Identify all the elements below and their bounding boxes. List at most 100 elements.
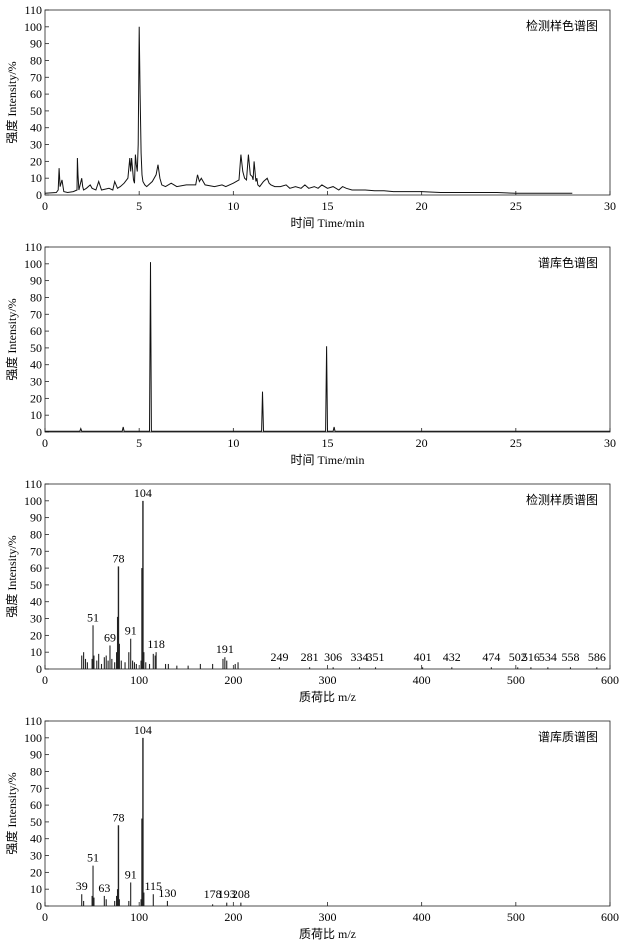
panel-library-mass-spectrum: 0 10 20 30 40 50 60 70 80 90 100 110 0 100 200 300 400 50… — [0, 711, 625, 949]
y-tick-label: 40 — [30, 832, 42, 846]
x-tick-label: 20 — [416, 199, 428, 213]
x-tick-label: 15 — [322, 199, 334, 213]
peak-label: 516 — [522, 650, 540, 664]
y-axis-title: 强度 Intensity/% — [4, 772, 19, 854]
chart-title: 检测样色谱图 — [526, 18, 598, 33]
peak-label: 208 — [232, 887, 250, 901]
y-tick-label: 100 — [24, 20, 42, 34]
y-tick-label: 30 — [30, 138, 42, 152]
y-tick-label: 90 — [30, 511, 42, 525]
y-tick-label: 80 — [30, 764, 42, 778]
panel-sample-chromatogram: 0 10 20 30 40 50 60 70 80 90 100 110 0 5 10 15 20 25 30 时间 … — [0, 0, 625, 237]
y-tick-label: 10 — [30, 171, 42, 185]
peak-label: 474 — [482, 650, 500, 664]
chart-title: 谱库质谱图 — [538, 729, 598, 744]
y-tick-label: 50 — [30, 104, 42, 118]
x-tick-label: 200 — [224, 673, 242, 687]
peak-label: 281 — [301, 650, 319, 664]
chromatogram-trace — [45, 262, 610, 432]
y-tick-label: 50 — [30, 815, 42, 829]
x-axis-title: 时间 Time/min — [291, 453, 365, 467]
peak-label: 502 — [509, 650, 527, 664]
x-tick-label: 5 — [136, 199, 142, 213]
y-tick-label: 40 — [30, 121, 42, 135]
y-tick-label: 90 — [30, 748, 42, 762]
peak-label: 130 — [158, 886, 176, 900]
y-tick-label: 60 — [30, 561, 42, 575]
y-tick-label: 10 — [30, 882, 42, 896]
peak-label: 115 — [145, 879, 163, 893]
y-tick-label: 80 — [30, 527, 42, 541]
peak-label: 334 — [351, 650, 369, 664]
panel-library-chromatogram: 0 10 20 30 40 50 60 70 80 90 100 110 0 5 10 15 20 25 30 时间 … — [0, 237, 625, 474]
peak-label: 78 — [112, 551, 124, 565]
y-tick-label: 110 — [24, 3, 42, 17]
y-tick-label: 40 — [30, 595, 42, 609]
y-tick-label: 80 — [30, 290, 42, 304]
y-tick-label: 0 — [36, 188, 42, 202]
y-tick-label: 20 — [30, 865, 42, 879]
x-tick-label: 500 — [507, 910, 525, 924]
x-tick-label: 200 — [224, 910, 242, 924]
peak-label: 51 — [87, 610, 99, 624]
x-tick-label: 0 — [42, 436, 48, 450]
peak-label: 191 — [216, 642, 234, 656]
x-axis-title: 质荷比 m/z — [299, 690, 356, 704]
x-tick-label: 0 — [42, 199, 48, 213]
peak-label: 401 — [414, 650, 432, 664]
y-axis-title: 强度 Intensity/% — [4, 298, 19, 380]
chart-title: 谱库色谱图 — [538, 255, 598, 270]
y-tick-label: 70 — [30, 307, 42, 321]
y-tick-label: 0 — [36, 425, 42, 439]
y-tick-label: 60 — [30, 798, 42, 812]
y-tick-label: 70 — [30, 781, 42, 795]
x-tick-label: 5 — [136, 436, 142, 450]
peak-label: 306 — [324, 650, 342, 664]
y-tick-label: 110 — [24, 240, 42, 254]
y-tick-label: 20 — [30, 628, 42, 642]
x-tick-label: 600 — [601, 673, 619, 687]
y-tick-label: 0 — [36, 899, 42, 913]
peak-label: 351 — [367, 650, 385, 664]
y-tick-label: 30 — [30, 375, 42, 389]
y-tick-label: 80 — [30, 53, 42, 67]
peak-label: 118 — [147, 637, 165, 651]
peak-label: 63 — [98, 881, 110, 895]
x-tick-label: 10 — [227, 436, 239, 450]
peak-label: 78 — [112, 810, 124, 824]
y-tick-label: 0 — [36, 662, 42, 676]
y-tick-label: 20 — [30, 154, 42, 168]
peak-label: 69 — [104, 630, 116, 644]
peak-label: 586 — [588, 650, 606, 664]
peak-label: 104 — [134, 486, 152, 500]
y-tick-label: 70 — [30, 70, 42, 84]
peak-label: 51 — [87, 851, 99, 865]
chromatogram-trace — [44, 26, 573, 194]
plot-frame — [44, 483, 611, 670]
peak-label: 91 — [125, 867, 137, 881]
x-axis-title: 质荷比 m/z — [299, 927, 356, 941]
x-tick-label: 300 — [319, 673, 337, 687]
y-axis-title: 强度 Intensity/% — [4, 535, 19, 617]
x-tick-label: 100 — [130, 910, 148, 924]
y-tick-label: 100 — [24, 257, 42, 271]
x-tick-label: 20 — [416, 436, 428, 450]
y-tick-label: 110 — [24, 477, 42, 491]
x-tick-label: 30 — [604, 199, 616, 213]
x-tick-label: 30 — [604, 436, 616, 450]
x-tick-label: 25 — [510, 199, 522, 213]
peak-label: 178 — [204, 887, 222, 901]
y-tick-label: 10 — [30, 408, 42, 422]
plot-frame — [44, 9, 611, 196]
y-tick-label: 20 — [30, 391, 42, 405]
y-axis-title: 强度 Intensity/% — [4, 61, 19, 143]
peak-label: 104 — [134, 723, 152, 737]
y-tick-label: 30 — [30, 612, 42, 626]
peak-label: 39 — [76, 879, 88, 893]
y-tick-label: 10 — [30, 645, 42, 659]
y-tick-label: 30 — [30, 849, 42, 863]
